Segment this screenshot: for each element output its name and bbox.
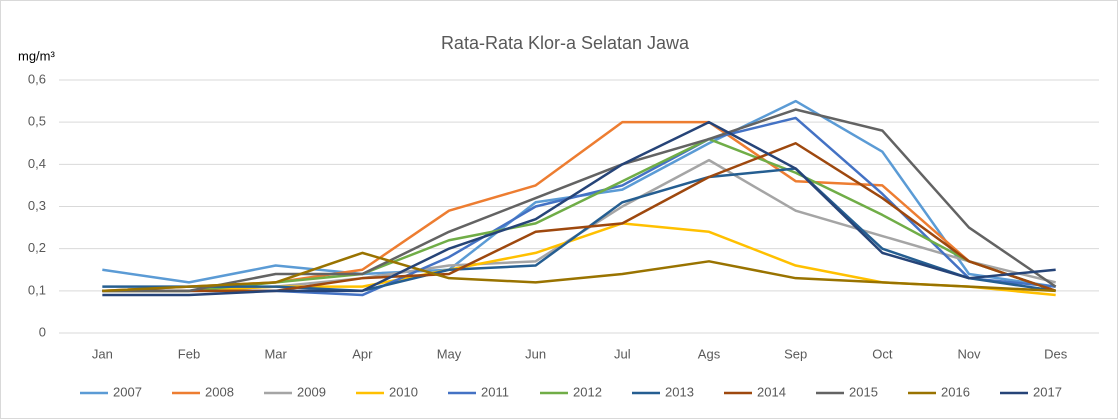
legend-label: 2008 — [205, 384, 234, 399]
legend-label: 2011 — [481, 384, 509, 399]
x-tick-label: Feb — [178, 346, 200, 361]
x-tick-label: Jun — [525, 346, 546, 361]
legend-label: 2007 — [113, 384, 142, 399]
x-tick-label: May — [437, 346, 462, 361]
series-line — [102, 120, 1056, 297]
legend-label: 2009 — [297, 384, 326, 399]
legend-label: 2017 — [1033, 384, 1062, 399]
x-tick-label: Apr — [352, 346, 373, 361]
x-tick-label: Jan — [92, 346, 113, 361]
y-axis-label: mg/m³ — [18, 48, 56, 63]
x-tick-label: Nov — [957, 346, 981, 361]
x-tick-label: Sep — [784, 346, 807, 361]
y-tick-label: 0,1 — [28, 282, 46, 297]
x-tick-label: Mar — [264, 346, 287, 361]
y-tick-label: 0,6 — [28, 71, 46, 86]
series-line — [102, 251, 1056, 293]
x-tick-label: Des — [1044, 346, 1068, 361]
x-tick-label: Jul — [614, 346, 631, 361]
legend-label: 2013 — [665, 384, 694, 399]
legend-label: 2012 — [573, 384, 602, 399]
y-tick-label: 0,5 — [28, 114, 46, 129]
x-tick-label: Oct — [872, 346, 893, 361]
y-tick-label: 0,2 — [28, 240, 46, 255]
y-tick-label: 0 — [39, 324, 46, 339]
legend-label: 2016 — [941, 384, 970, 399]
series-line — [102, 108, 1057, 293]
y-tick-label: 0,3 — [28, 198, 46, 213]
legend-label: 2014 — [757, 384, 786, 399]
series-line — [102, 167, 1056, 293]
y-tick-label: 0,4 — [28, 156, 46, 171]
legend-label: 2010 — [389, 384, 418, 399]
x-tick-label: Ags — [698, 346, 721, 361]
legend-label: 2015 — [849, 384, 878, 399]
chart-title: Rata-Rata Klor-a Selatan Jawa — [441, 33, 690, 53]
